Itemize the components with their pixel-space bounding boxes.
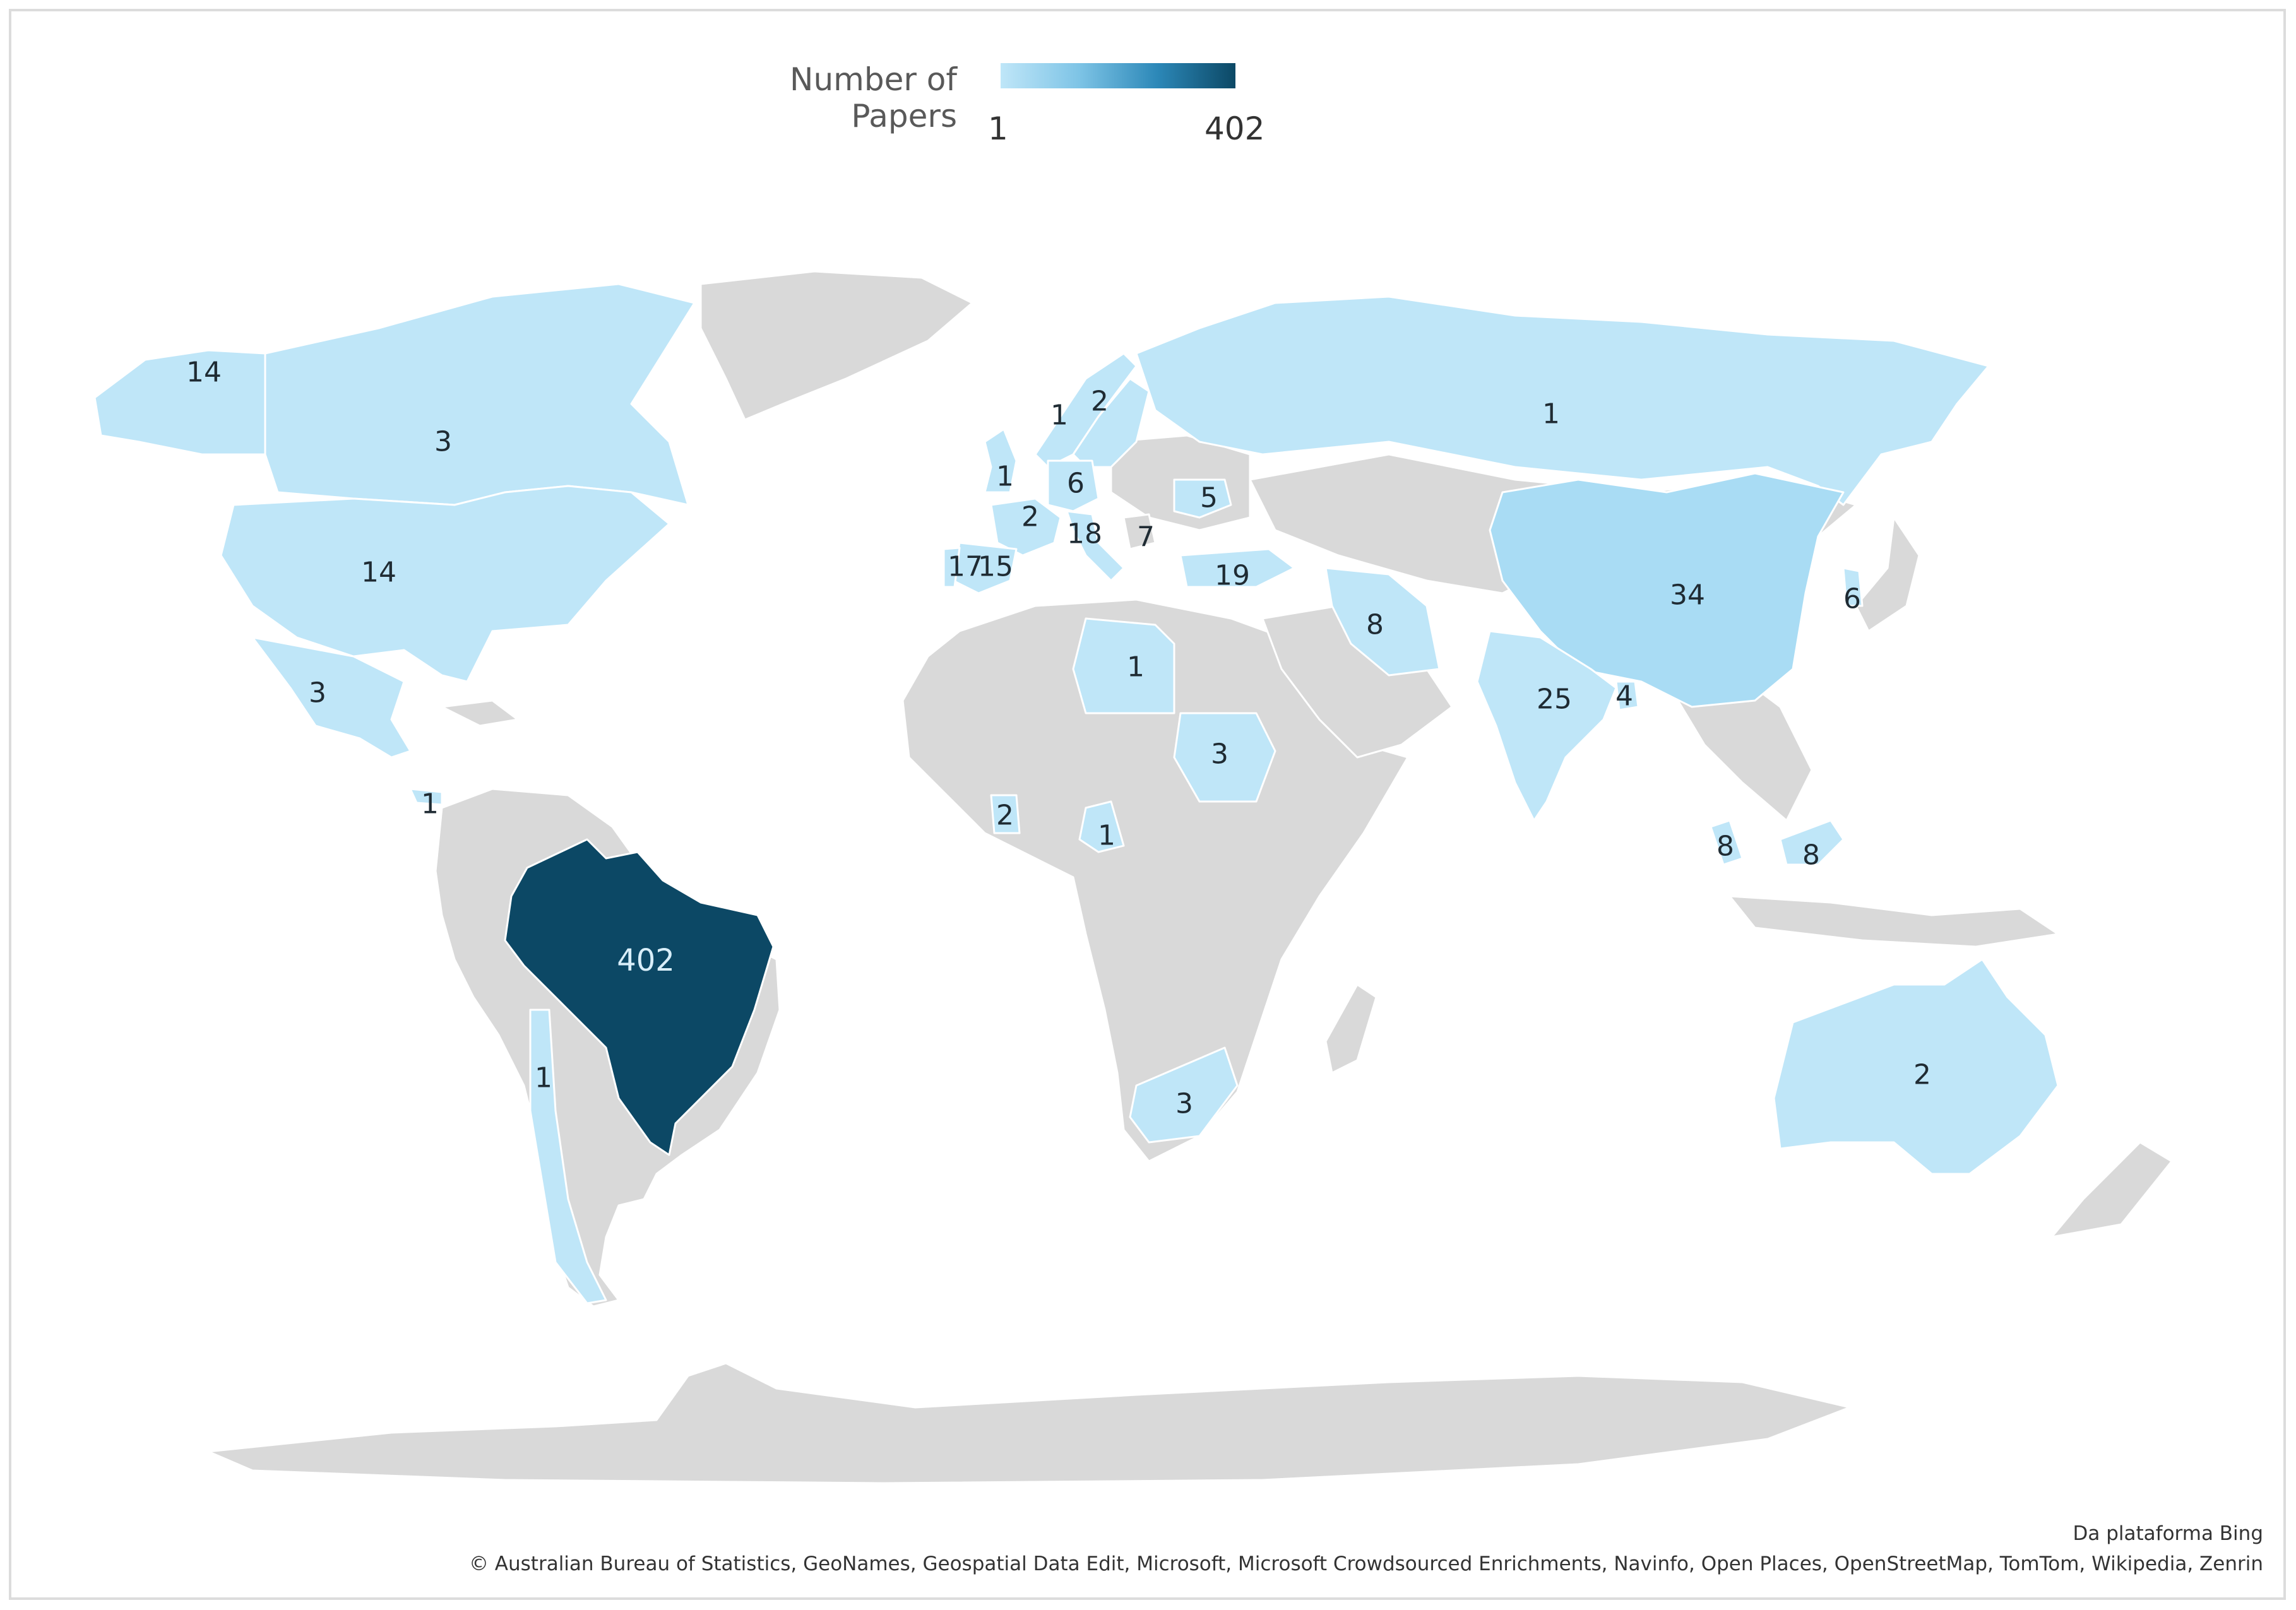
label-spain: 17 <box>948 550 983 583</box>
region-china[interactable] <box>1489 472 1845 708</box>
region-united-kingdom[interactable] <box>984 428 1018 494</box>
region-japan <box>1855 516 1920 632</box>
region-alaska[interactable] <box>93 349 266 456</box>
region-new-zealand <box>2050 1141 2173 1238</box>
region-sudan[interactable] <box>1173 712 1276 803</box>
region-indonesia <box>1728 895 2059 948</box>
attribution-source: Da plataforma Bing <box>2073 1522 2264 1545</box>
region-antarctica <box>207 1362 1851 1484</box>
label-china: 34 <box>1670 579 1705 612</box>
label-serbia: 7 <box>1137 521 1155 553</box>
region-greenland <box>699 270 973 421</box>
label-turkey: 19 <box>1215 559 1250 592</box>
label-sweden: 2 <box>1091 385 1109 418</box>
region-south-korea[interactable] <box>1842 567 1864 607</box>
region-bangladesh[interactable] <box>1615 680 1639 711</box>
region-germany[interactable] <box>1047 459 1100 512</box>
region-ghana[interactable] <box>990 794 1021 834</box>
legend-title: Number of Papers <box>790 61 957 134</box>
region-cameroon[interactable] <box>1078 800 1125 853</box>
region-chile[interactable] <box>529 1009 607 1305</box>
label-norway: 1 <box>1050 399 1068 432</box>
label-italy: 18 <box>1067 518 1102 550</box>
label-alaska: 14 <box>186 356 222 389</box>
region-iran[interactable] <box>1324 567 1441 677</box>
region-portugal[interactable] <box>943 547 961 588</box>
label-chile: 1 <box>535 1062 552 1094</box>
legend-max-label: 402 <box>1205 110 1265 147</box>
label-south-africa: 3 <box>1175 1087 1193 1120</box>
region-panama[interactable] <box>409 788 443 806</box>
region-canada[interactable] <box>264 283 696 506</box>
region-mexico[interactable] <box>251 636 412 759</box>
label-iran: 8 <box>1366 608 1384 641</box>
region-india[interactable] <box>1476 630 1617 822</box>
region-turkey[interactable] <box>1179 548 1295 588</box>
label-mexico: 3 <box>309 677 326 709</box>
label-united-states: 14 <box>361 556 396 589</box>
label-ghana: 2 <box>996 799 1014 832</box>
label-bangladesh: 4 <box>1615 680 1633 713</box>
region-south-africa[interactable] <box>1129 1046 1239 1144</box>
label-libya: 1 <box>1127 651 1145 684</box>
label-canada: 3 <box>434 425 452 458</box>
region-australia[interactable] <box>1773 958 2059 1175</box>
label-germany: 6 <box>1067 467 1085 500</box>
label-south-korea: 6 <box>1843 583 1861 615</box>
region-united-states[interactable] <box>220 485 670 683</box>
label-india: 25 <box>1537 683 1572 716</box>
region-borneo-malaysia[interactable] <box>1779 819 1845 866</box>
region-malaysia[interactable] <box>1710 819 1744 866</box>
label-united-kingdom: 1 <box>996 460 1014 493</box>
label-romania: 5 <box>1200 482 1218 514</box>
region-madagascar <box>1324 983 1377 1074</box>
label-malaysia: 8 <box>1716 830 1734 863</box>
region-italy[interactable] <box>1066 510 1125 582</box>
label-portugal: 15 <box>978 550 1013 583</box>
region-russia[interactable] <box>1135 295 1990 506</box>
label-brazil: 402 <box>617 943 675 978</box>
label-russia: 1 <box>1542 398 1560 430</box>
legend-min-label: 1 <box>988 110 1008 147</box>
region-libya[interactable] <box>1072 617 1175 714</box>
label-france: 2 <box>1021 500 1039 533</box>
legend-color-scale <box>1001 63 1235 88</box>
region-serbia[interactable] <box>1122 513 1157 550</box>
region-caribbean <box>441 699 519 727</box>
region-romania[interactable] <box>1173 478 1232 519</box>
label-borneo-malaysia: 8 <box>1802 839 1820 872</box>
label-sudan: 3 <box>1211 738 1228 771</box>
label-cameroon: 1 <box>1098 819 1115 852</box>
attribution-credits: © Australian Bureau of Statistics, GeoNa… <box>468 1553 2263 1575</box>
label-panama: 1 <box>421 788 439 820</box>
region-france[interactable] <box>990 497 1062 557</box>
region-brazil[interactable] <box>504 838 775 1156</box>
label-australia: 2 <box>1913 1058 1931 1091</box>
